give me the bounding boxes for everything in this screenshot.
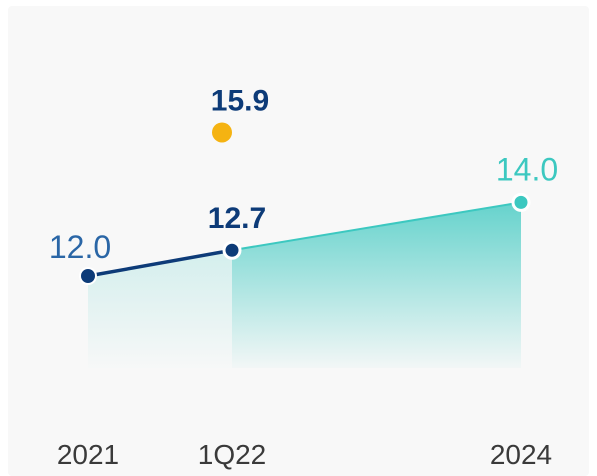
x-tick-label-2024: 2024 [490, 439, 552, 470]
point-2024 [511, 192, 531, 212]
data-label-2021: 12.0 [49, 229, 111, 265]
data-label-2024: 14.0 [496, 151, 558, 187]
x-tick-label-2021: 2021 [57, 439, 119, 470]
area-fill-actual [88, 250, 232, 368]
point-target-1q22 [212, 122, 232, 143]
data-label-target: 15.9 [211, 84, 269, 117]
data-label-1q22: 12.7 [208, 202, 266, 235]
line-segment-actual [86, 248, 234, 278]
point-2021 [79, 267, 97, 285]
line-segment-forecast [231, 201, 522, 252]
point-1q22 [222, 240, 242, 260]
x-tick-label-1q22: 1Q22 [198, 439, 267, 470]
area-fill-forecast [232, 202, 521, 368]
